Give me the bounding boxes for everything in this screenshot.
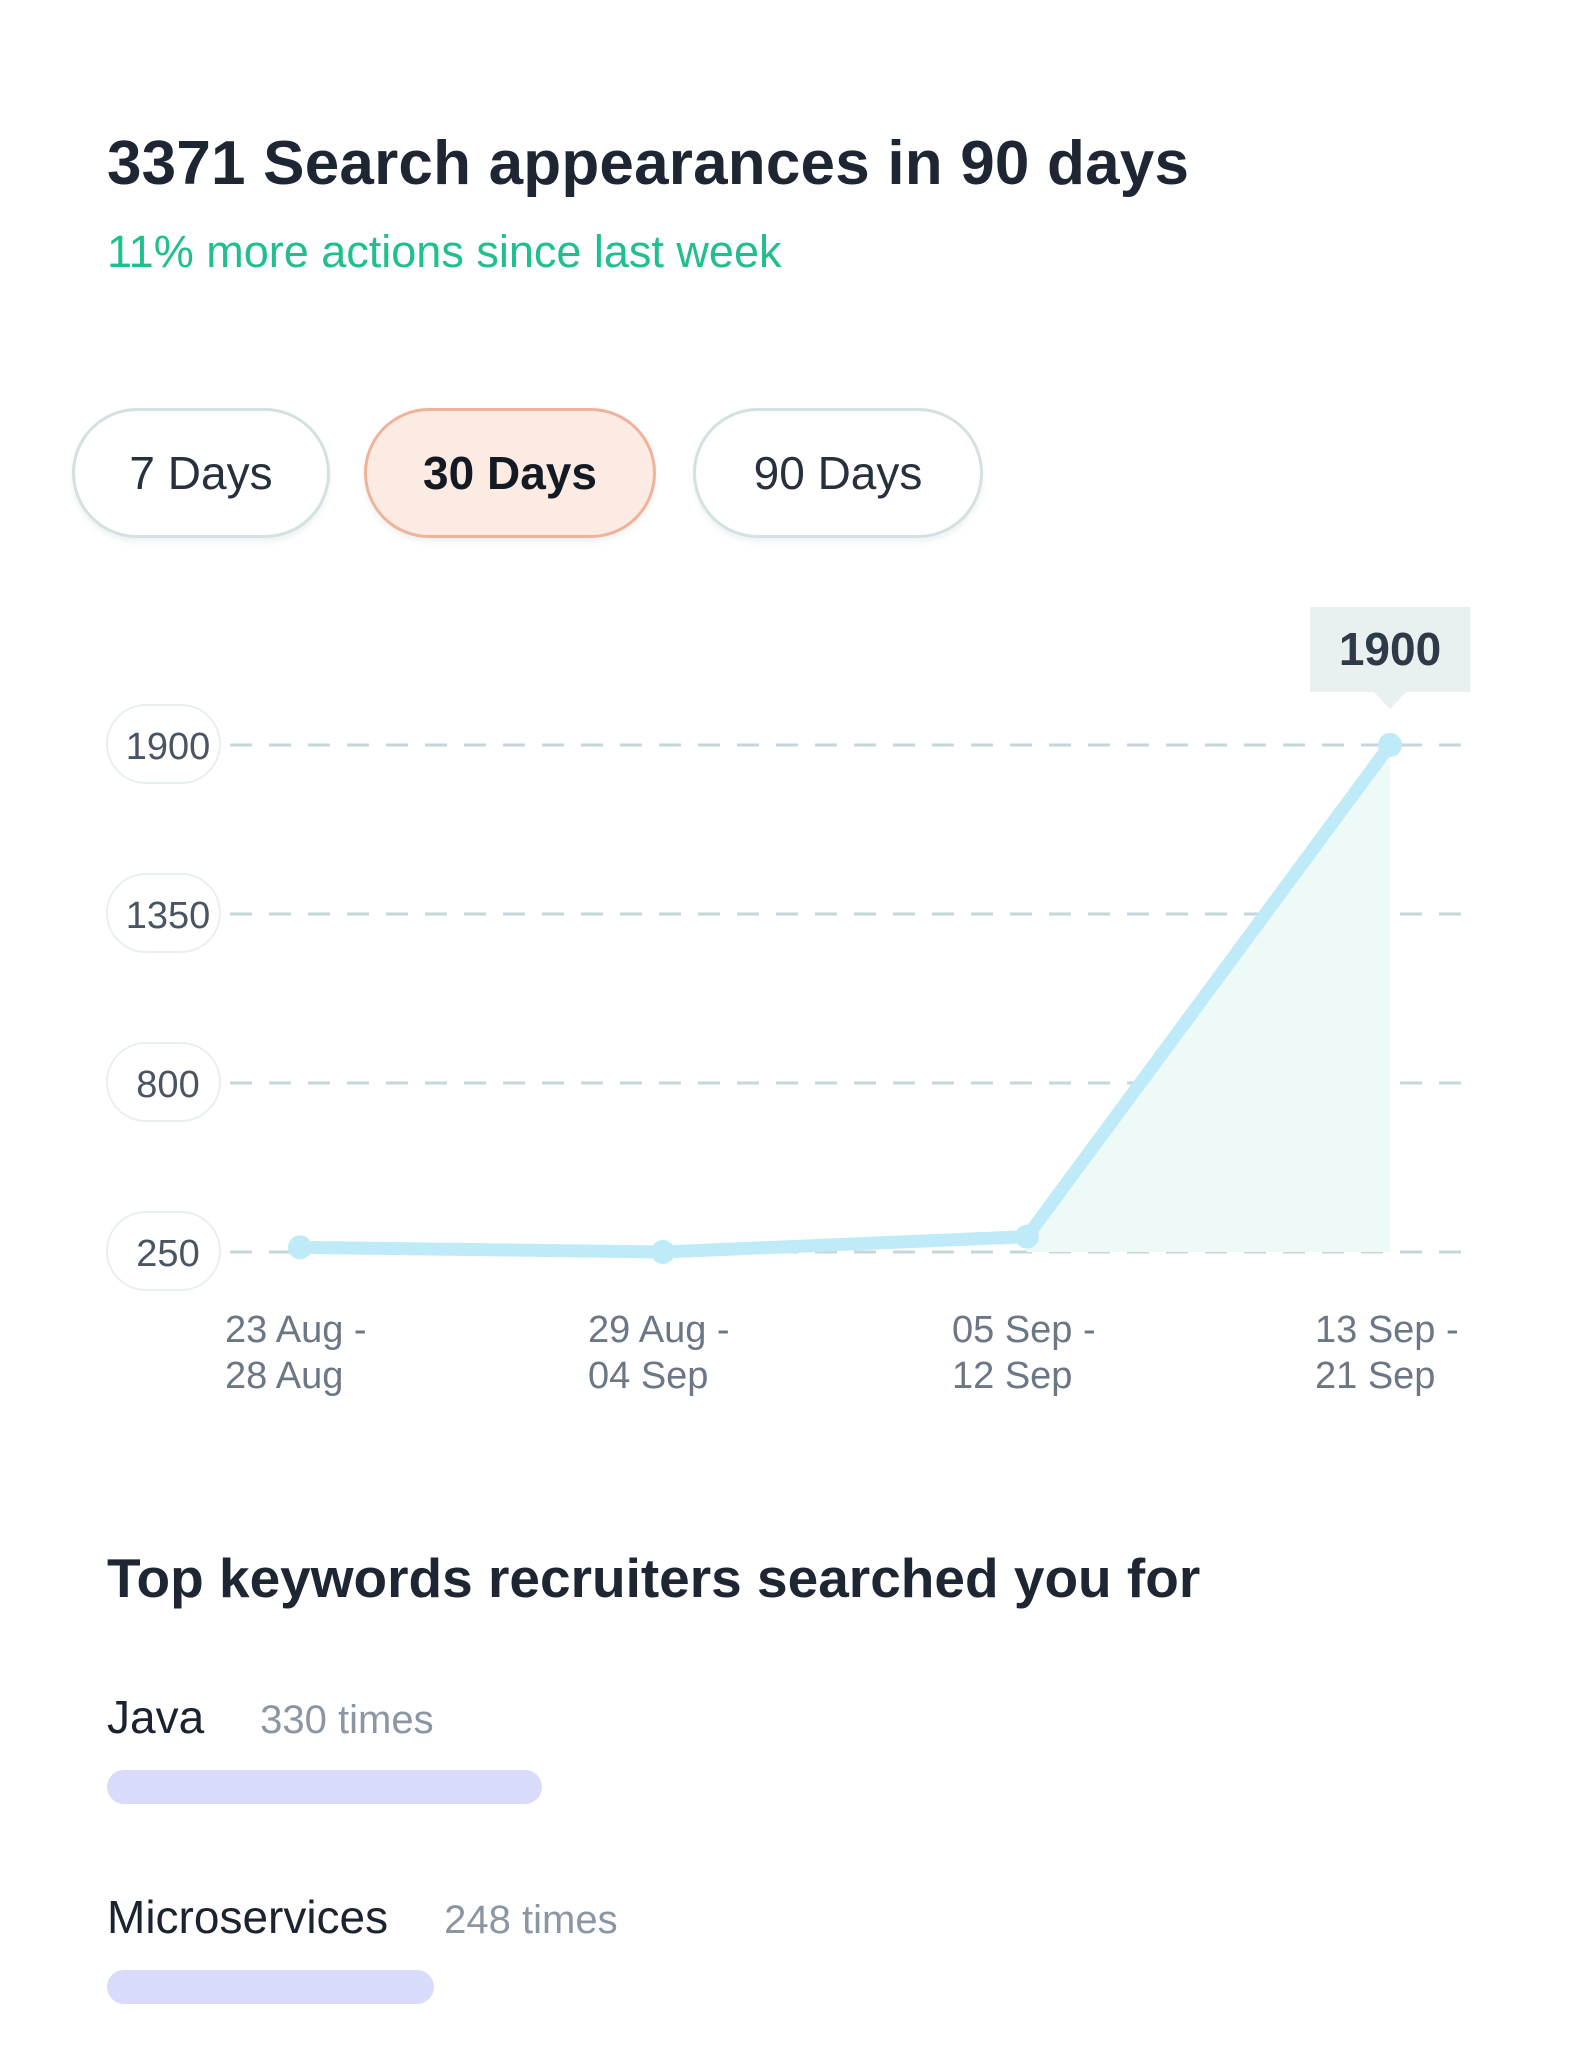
- data-point: [1015, 1224, 1039, 1249]
- y-tick-label: 250: [136, 1233, 199, 1275]
- value-tooltip-label: 1900: [1339, 623, 1441, 675]
- keyword-count: 248 times: [444, 1898, 618, 1942]
- x-tick-label: 28 Aug: [225, 1355, 343, 1397]
- value-tooltip-pointer: [1374, 692, 1406, 709]
- keyword-name: Microservices: [107, 1891, 389, 1943]
- keyword-count: 330 times: [260, 1698, 434, 1742]
- data-point: [288, 1235, 312, 1260]
- tab-7-days[interactable]: 7 Days: [72, 408, 330, 538]
- x-tick-label: 04 Sep: [588, 1355, 708, 1397]
- data-point: [1378, 733, 1402, 757]
- line-chart: 1900 1350 800 250 1900 23 Aug -28 Aug 29 Aug -…: [106, 607, 1475, 1397]
- x-tick-label: 23 Aug -: [225, 1309, 367, 1351]
- tab-30-days[interactable]: 30 Days: [364, 408, 656, 538]
- search-appearances-chart: 1900 1350 800 250 1900 23 Aug -28 Aug 29 Aug -…: [0, 590, 1571, 1450]
- y-tick-label: 1900: [126, 726, 211, 768]
- y-tick-label: 800: [136, 1064, 199, 1106]
- keyword-item: Microservices 248 times: [107, 1890, 618, 2004]
- y-tick-pill: [106, 1211, 221, 1291]
- keyword-bar: [107, 1970, 434, 2004]
- data-point: [651, 1240, 675, 1264]
- y-tick-pill: [106, 704, 221, 784]
- tab-90-days[interactable]: 90 Days: [693, 408, 983, 538]
- x-tick-label: 05 Sep -: [952, 1309, 1096, 1351]
- growth-subtitle: 11% more actions since last week: [107, 226, 782, 277]
- keyword-item: Java 330 times: [107, 1690, 542, 1804]
- value-tooltip-box: [1310, 607, 1470, 692]
- y-tick-pill: [106, 1042, 221, 1122]
- page-title: 3371 Search appearances in 90 days: [107, 129, 1190, 198]
- x-tick-label: 29 Aug -: [588, 1309, 730, 1351]
- y-tick-label: 1350: [126, 895, 211, 937]
- x-tick-label: 13 Sep -: [1315, 1309, 1459, 1351]
- series-line: [293, 738, 1397, 1259]
- y-tick-pill: [106, 873, 221, 953]
- x-tick-label: 21 Sep: [1315, 1355, 1435, 1397]
- keyword-bar: [107, 1770, 542, 1804]
- keyword-name: Java: [107, 1691, 205, 1743]
- keywords-section-title: Top keywords recruiters searched you for: [107, 1547, 1201, 1609]
- x-tick-label: 12 Sep: [952, 1355, 1072, 1397]
